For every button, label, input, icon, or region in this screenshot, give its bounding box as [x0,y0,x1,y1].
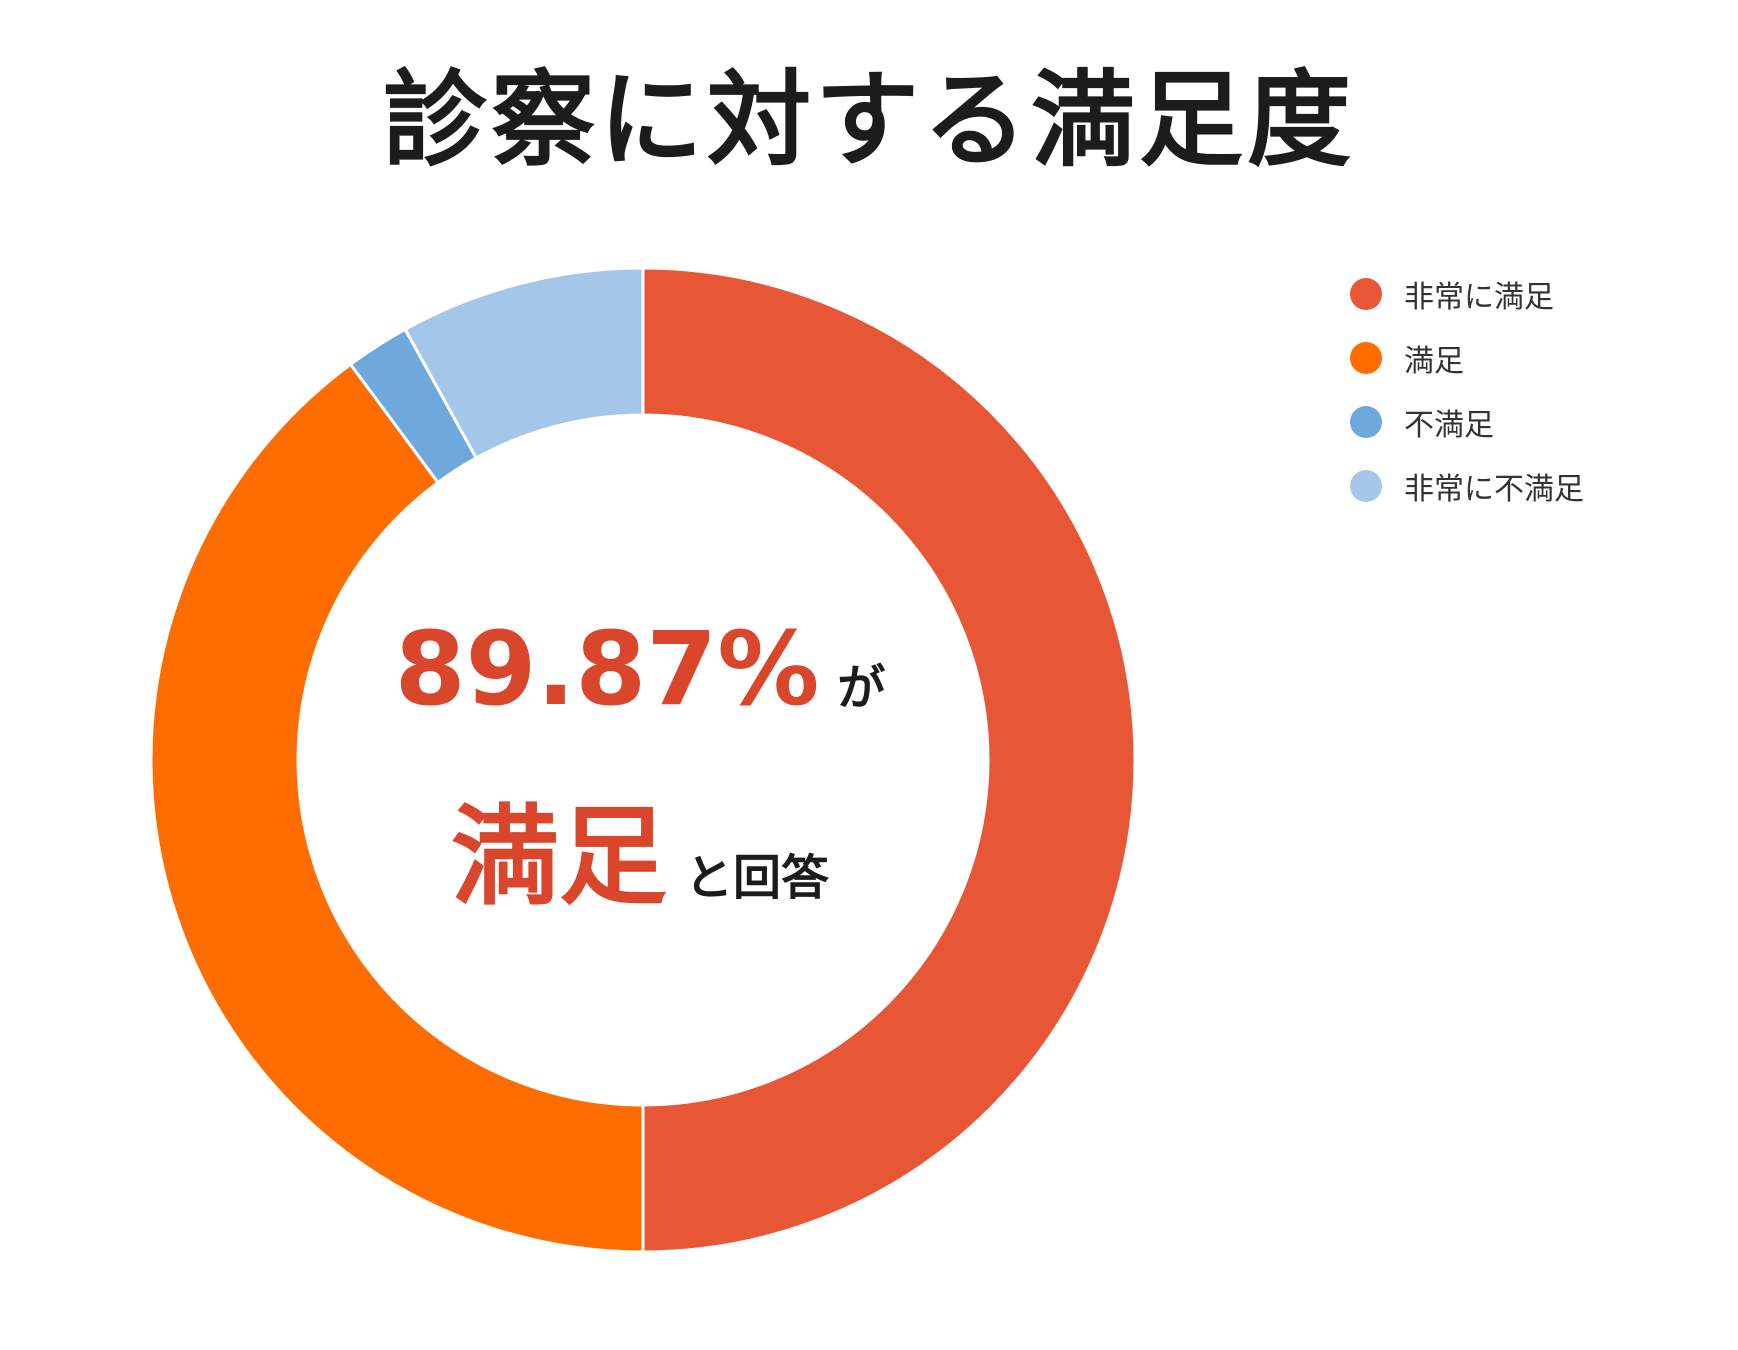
legend-swatch [1350,342,1382,374]
chart-title: 診察に対する満足度 [382,59,1355,181]
center-suffix-ga: が [837,660,886,716]
center-emphasis: 満足 [450,795,667,920]
legend-swatch [1350,470,1382,502]
legend-item-3[interactable]: 不満足 [1350,390,1720,454]
donut-slice-4 [403,266,645,461]
legend-swatch [1350,278,1382,310]
donut-slice-1 [641,266,1137,1254]
legend-item-1[interactable]: 非常に満足 [1350,262,1720,326]
legend-label: 非常に不満足 [1404,472,1584,507]
legend-item-4[interactable]: 非常に不満足 [1350,454,1720,518]
legend-label: 不満足 [1404,408,1494,443]
chart-legend: 非常に満足満足不満足非常に不満足 [1350,262,1720,518]
center-line-1: 89.87% が [330,610,950,729]
center-summary: 89.87% が 満足 と回答 [330,610,950,920]
center-line-2: 満足 と回答 [330,770,950,926]
legend-label: 満足 [1404,344,1464,379]
legend-swatch [1350,406,1382,438]
legend-item-2[interactable]: 満足 [1350,326,1720,390]
donut-slice-2 [149,362,645,1254]
center-percentage: 89.87% [394,610,820,729]
legend-label: 非常に満足 [1404,280,1554,315]
center-suffix-kaitou: と回答 [685,850,830,906]
